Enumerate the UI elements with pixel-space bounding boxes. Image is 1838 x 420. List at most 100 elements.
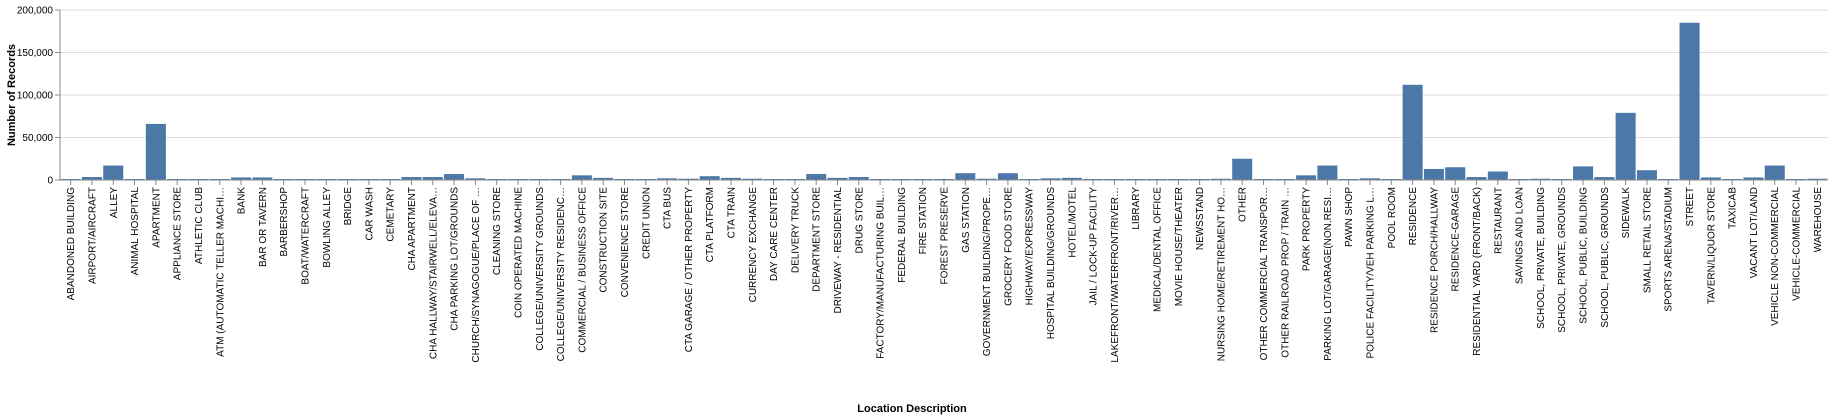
x-tick-label: OTHER COMMERCIAL TRANSPOR…: [1259, 187, 1270, 360]
x-tick-label: APPLIANCE STORE: [173, 187, 184, 281]
x-tick-label: FOREST PRESERVE: [940, 187, 951, 285]
x-tick-label: ATM (AUTOMATIC TELLER MACHI…: [215, 187, 226, 357]
x-axis-title: Location Description: [857, 403, 967, 415]
x-tick-label: PARKING LOT/GARAGE(NON.RESI…: [1323, 187, 1334, 361]
y-ticks: 0 50,000 100,000 150,000 200,000: [17, 6, 60, 187]
bar: [976, 178, 997, 180]
bar: [806, 174, 827, 180]
x-tick-label: CEMETARY: [386, 187, 397, 242]
x-tick-label: FEDERAL BUILDING: [897, 187, 908, 283]
x-tick-label: ALLEY: [109, 187, 120, 218]
x-tick-label: SCHOOL, PRIVATE, BUILDING: [1536, 187, 1547, 329]
x-tick-label: NURSING HOME/RETIREMENT HO…: [1216, 187, 1227, 361]
bar: [422, 177, 443, 180]
bars: [60, 22, 1828, 180]
bar: [1530, 178, 1551, 180]
bar: [1743, 177, 1764, 180]
x-tick-label: VACANT LOT/LAND: [1749, 187, 1760, 278]
bar: [614, 178, 635, 180]
bar: [145, 123, 166, 180]
x-tick-label: CONSTRUCTION SITE: [599, 187, 610, 293]
x-tick-label: ANIMAL HOSPITAL: [130, 187, 141, 276]
bar: [81, 177, 102, 180]
bar: [827, 177, 848, 180]
x-tick-label: PAWN SHOP: [1344, 187, 1355, 247]
x-tick-label: STREET: [1685, 187, 1696, 226]
x-tick-label: MOVIE HOUSE/THEATER: [1174, 187, 1185, 306]
x-tick-label: POLICE FACILITY/VEH PARKING L…: [1366, 187, 1377, 359]
bar: [848, 177, 869, 180]
bar: [1615, 112, 1636, 180]
x-tick-label: HOSPITAL BUILDING/GROUNDS: [1046, 187, 1057, 340]
x-tick-label: OTHER RAILROAD PROP / TRAIN …: [1280, 187, 1291, 358]
x-tick-label: VEHICLE-COMMERCIAL: [1792, 187, 1803, 301]
x-tick-label: HOTEL/MOTEL: [1067, 187, 1078, 258]
x-tick-label: BRIDGE: [343, 187, 354, 226]
x-tick-label: DELIVERY TRUCK: [790, 187, 801, 273]
x-tick-label: JAIL / LOCK-UP FACILITY: [1089, 187, 1100, 306]
bar: [103, 165, 124, 180]
y-tick-label: 100,000: [17, 91, 54, 102]
bar: [997, 173, 1018, 180]
bar: [401, 177, 422, 180]
x-tick-label: GAS STATION: [961, 187, 972, 253]
x-tick-label: GOVERNMENT BUILDING/PROPE…: [982, 187, 993, 356]
x-tick-label: CHURCH/SYNAGOGUE/PLACE OF …: [471, 187, 482, 363]
x-tick-label: MEDICAL/DENTAL OFFICE: [1153, 187, 1164, 312]
bar: [1466, 177, 1487, 180]
x-tick-label: VEHICLE NON-COMMERCIAL: [1770, 187, 1781, 326]
x-tick-label: BANK: [237, 187, 248, 215]
x-tick-label: DEPARTMENT STORE: [812, 187, 823, 292]
bar: [1807, 178, 1828, 180]
y-tick-label: 50,000: [22, 133, 53, 144]
bar: [252, 177, 273, 180]
x-tick-label: RESIDENTIAL YARD (FRONT/BACK): [1472, 187, 1483, 356]
x-tick-label: CHA HALLWAY/STAIRWELL/ELEVA…: [428, 187, 439, 359]
x-tick-label: SCHOOL, PRIVATE, GROUNDS: [1557, 187, 1568, 333]
bar: [720, 177, 741, 180]
x-tick-label: FACTORY/MANUFACTURING BUIL…: [876, 187, 887, 359]
x-tick-label: BARBERSHOP: [279, 187, 290, 257]
x-tick-label: GROCERY FOOD STORE: [1003, 187, 1014, 306]
bar: [1700, 177, 1721, 180]
x-tick-label: SAVINGS AND LOAN: [1515, 187, 1526, 284]
x-tick-label: APARTMENT: [151, 187, 162, 248]
x-tick-label: LIBRARY: [1131, 187, 1142, 230]
x-tick-label: RESTAURANT: [1493, 187, 1504, 254]
bar: [742, 178, 763, 180]
x-tick-label: SIDEWALK: [1621, 187, 1632, 239]
x-tick-label: RESIDENCE-GARAGE: [1451, 187, 1462, 292]
x-tick-label: CAR WASH: [364, 187, 375, 241]
y-tick-label: 150,000: [17, 48, 54, 59]
x-tick-label: AIRPORT/AIRCRAFT: [87, 187, 98, 284]
x-tick-label: BOWLING ALLEY: [322, 187, 333, 268]
bar: [657, 178, 678, 180]
bar: [1573, 166, 1594, 180]
x-tick-label: COMMERCIAL / BUSINESS OFFICE: [577, 187, 588, 353]
bar: [1210, 178, 1231, 180]
x-tick-label: CTA GARAGE / OTHER PROPERTY: [684, 187, 695, 353]
bar: [1061, 177, 1082, 180]
x-tick-label: RESIDENCE: [1408, 187, 1419, 246]
x-tick-label: TAXICAB: [1728, 187, 1739, 229]
x-tick-label: LAKEFRONT/WATERFRONT/RIVER…: [1110, 187, 1121, 363]
bar: [870, 178, 891, 180]
x-tick-label: RESIDENCE PORCH/HALLWAY: [1429, 187, 1440, 333]
bar: [1636, 170, 1657, 180]
bar: [1040, 178, 1061, 180]
x-tick-label: DRIVEWAY - RESIDENTIAL: [833, 187, 844, 314]
bar: [231, 177, 252, 180]
x-tick-label: CREDIT UNION: [641, 187, 652, 259]
x-tick-label: OTHER: [1238, 187, 1249, 222]
x-tick-label: CLEANING STORE: [492, 187, 503, 275]
x-tick-label: WAREHOUSE: [1813, 187, 1824, 253]
bar: [955, 173, 976, 180]
bar: [678, 178, 699, 180]
bar: [1360, 178, 1381, 180]
bar: [1423, 168, 1444, 180]
x-tick-label: CTA BUS: [663, 187, 674, 229]
x-tick-label: CTA PLATFORM: [705, 187, 716, 262]
bar: [444, 174, 465, 180]
x-tick-label: TAVERN/LIQUOR STORE: [1706, 187, 1717, 305]
bar: [1445, 167, 1466, 180]
